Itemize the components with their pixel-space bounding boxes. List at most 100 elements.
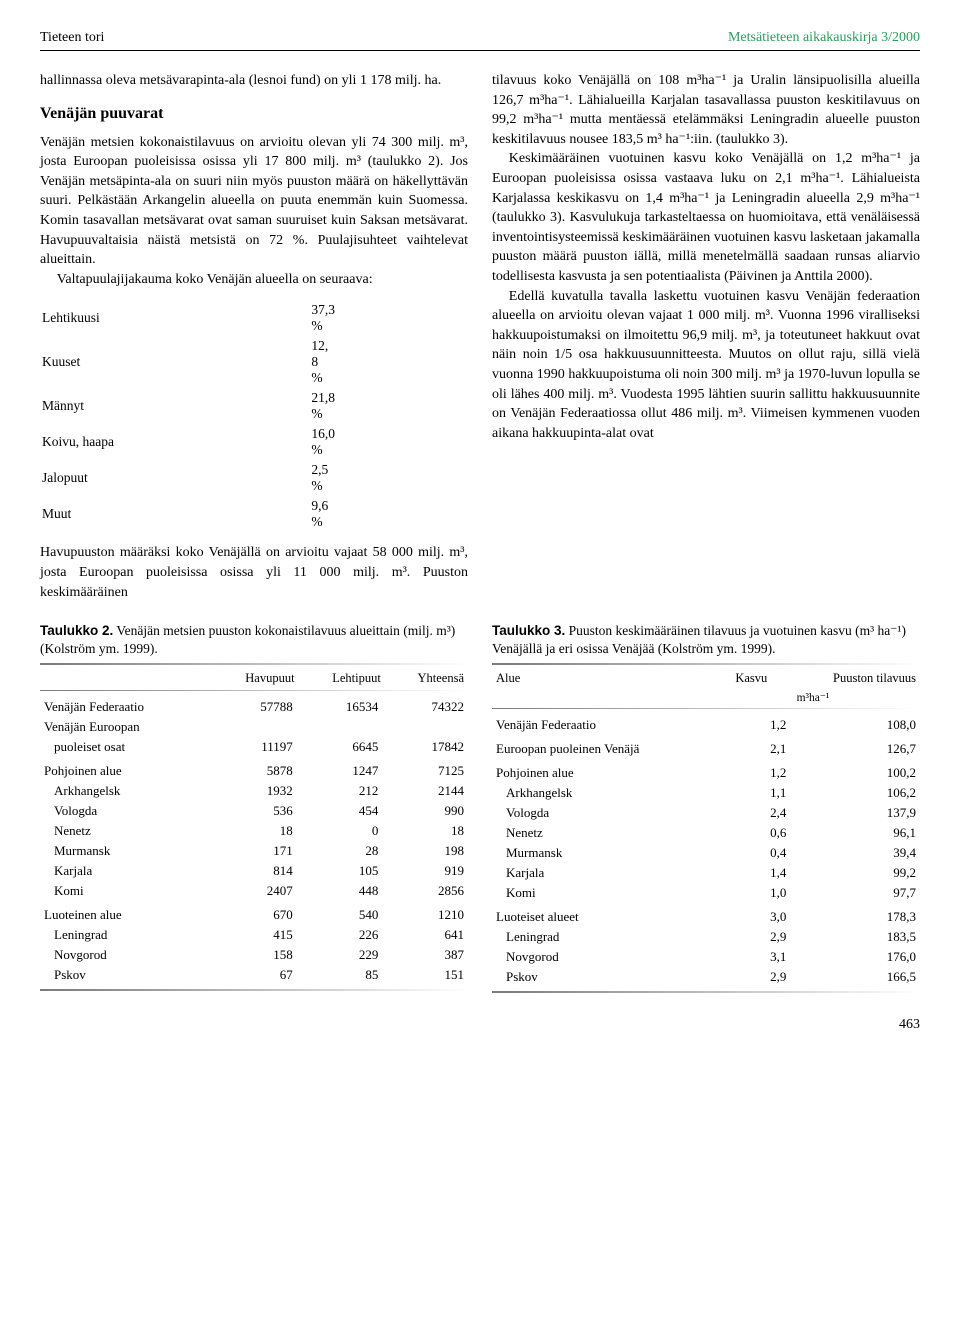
- table2-header: Havupuut: [211, 669, 298, 688]
- table-row: Novgorod3,1176,0: [492, 947, 920, 967]
- cell-value: 126,7: [790, 735, 920, 759]
- row-label: Vologda: [40, 801, 211, 821]
- species-name: Kuuset: [42, 337, 309, 387]
- cell-value: 108,0: [790, 711, 920, 735]
- cell-value: 0: [297, 821, 383, 841]
- row-label: Novgorod: [492, 947, 706, 967]
- cell-value: 990: [382, 801, 468, 821]
- right-p3: Edellä kuvatulla tavalla laskettu vuotui…: [492, 287, 920, 444]
- table2-header: [40, 669, 211, 688]
- table-row: Komi1,097,7: [492, 883, 920, 903]
- table-row: Pohjoinen alue1,2100,2: [492, 759, 920, 783]
- table3-caption-bold: Taulukko 3.: [492, 623, 565, 638]
- cell-value: 137,9: [790, 803, 920, 823]
- table-row: Vologda2,4137,9: [492, 803, 920, 823]
- species-name: Jalopuut: [42, 461, 309, 495]
- cell-value: 2,1: [706, 735, 790, 759]
- cell-value: 3,1: [706, 947, 790, 967]
- cell-value: 18: [211, 821, 297, 841]
- cell-value: 96,1: [790, 823, 920, 843]
- table3: AlueKasvuPuuston tilavuus m³ha⁻¹: [492, 669, 920, 706]
- cell-value: 2144: [382, 781, 468, 801]
- cell-value: 183,5: [790, 927, 920, 947]
- row-label: Karjala: [40, 861, 211, 881]
- left-column: hallinnassa oleva metsävarapinta-ala (le…: [40, 71, 468, 602]
- species-name: Koivu, haapa: [42, 425, 309, 459]
- main-columns: hallinnassa oleva metsävarapinta-ala (le…: [40, 71, 920, 602]
- right-p2: Keskimääräinen vuotuinen kasvu koko Venä…: [492, 149, 920, 286]
- row-label: Luoteinen alue: [40, 901, 211, 925]
- cell-value: 1210: [382, 901, 468, 925]
- cell-value: 28: [297, 841, 383, 861]
- cell-value: 198: [382, 841, 468, 861]
- species-name: Männyt: [42, 389, 309, 423]
- cell-value: 6645: [297, 737, 383, 757]
- header-journal: Metsätieteen aikakauskirja 3/2000: [728, 30, 920, 46]
- cell-value: [382, 717, 468, 737]
- cell-value: 814: [211, 861, 297, 881]
- row-label: Pohjoinen alue: [40, 757, 211, 781]
- table-row: Nenetz18018: [40, 821, 468, 841]
- cell-value: 448: [297, 881, 383, 901]
- cell-value: 670: [211, 901, 297, 925]
- cell-value: 387: [382, 945, 468, 965]
- table-row: Leningrad2,9183,5: [492, 927, 920, 947]
- row-label: Pohjoinen alue: [492, 759, 706, 783]
- table3-block: Taulukko 3. Puuston keskimääräinen tilav…: [492, 622, 920, 997]
- table-row: puoleiset osat11197664517842: [40, 737, 468, 757]
- cell-value: [211, 717, 297, 737]
- row-label: Nenetz: [40, 821, 211, 841]
- cell-value: 2,4: [706, 803, 790, 823]
- table2: HavupuutLehtipuutYhteensä: [40, 669, 468, 688]
- cell-value: 3,0: [706, 903, 790, 927]
- species-name: Muut: [42, 497, 309, 531]
- table-row: Nenetz0,696,1: [492, 823, 920, 843]
- row-label: Venäjän Federaatio: [492, 711, 706, 735]
- tables-row: Taulukko 2. Venäjän metsien puuston koko…: [40, 602, 920, 997]
- species-pct: 2,5 %: [311, 461, 466, 495]
- table3-header: Kasvu: [706, 669, 771, 688]
- table3-unit: m³ha⁻¹: [706, 688, 920, 706]
- row-label: Euroopan puoleinen Venäjä: [492, 735, 706, 759]
- cell-value: 7125: [382, 757, 468, 781]
- table-row: Venäjän Federaatio1,2108,0: [492, 711, 920, 735]
- row-label: Leningrad: [492, 927, 706, 947]
- row-label: Murmansk: [40, 841, 211, 861]
- cell-value: 229: [297, 945, 383, 965]
- table-row: Luoteiset alueet3,0178,3: [492, 903, 920, 927]
- cell-value: 99,2: [790, 863, 920, 883]
- cell-value: 1247: [297, 757, 383, 781]
- table2-caption: Taulukko 2. Venäjän metsien puuston koko…: [40, 622, 468, 657]
- row-label: Venäjän Euroopan: [40, 717, 211, 737]
- cell-value: 171: [211, 841, 297, 861]
- cell-value: 85: [297, 965, 383, 985]
- row-label: Pskov: [492, 967, 706, 987]
- table-row: Karjala814105919: [40, 861, 468, 881]
- cell-value: 74322: [382, 693, 468, 717]
- table3-caption: Taulukko 3. Puuston keskimääräinen tilav…: [492, 622, 920, 657]
- table-row: Murmansk0,439,4: [492, 843, 920, 863]
- species-pct: 21,8 %: [311, 389, 466, 423]
- cell-value: 1,0: [706, 883, 790, 903]
- row-label: Karjala: [492, 863, 706, 883]
- table-row: Venäjän Euroopan: [40, 717, 468, 737]
- cell-value: 11197: [211, 737, 297, 757]
- table-row: Arkhangelsk19322122144: [40, 781, 468, 801]
- row-label: Arkhangelsk: [40, 781, 211, 801]
- row-label: Leningrad: [40, 925, 211, 945]
- left-p2a: Venäjän metsien kokonaistilavuus on arvi…: [40, 133, 468, 270]
- rule: [40, 690, 468, 691]
- rule: [40, 663, 468, 665]
- row-label: Nenetz: [492, 823, 706, 843]
- species-pct: 12, 8 %: [311, 337, 466, 387]
- table3-header: Alue: [492, 669, 706, 688]
- rule: [492, 991, 920, 993]
- table2-body: Venäjän Federaatio577881653474322Venäjän…: [40, 693, 468, 985]
- cell-value: 39,4: [790, 843, 920, 863]
- cell-value: 454: [297, 801, 383, 821]
- cell-value: 105: [297, 861, 383, 881]
- cell-value: 415: [211, 925, 297, 945]
- cell-value: 178,3: [790, 903, 920, 927]
- cell-value: 641: [382, 925, 468, 945]
- cell-value: 16534: [297, 693, 383, 717]
